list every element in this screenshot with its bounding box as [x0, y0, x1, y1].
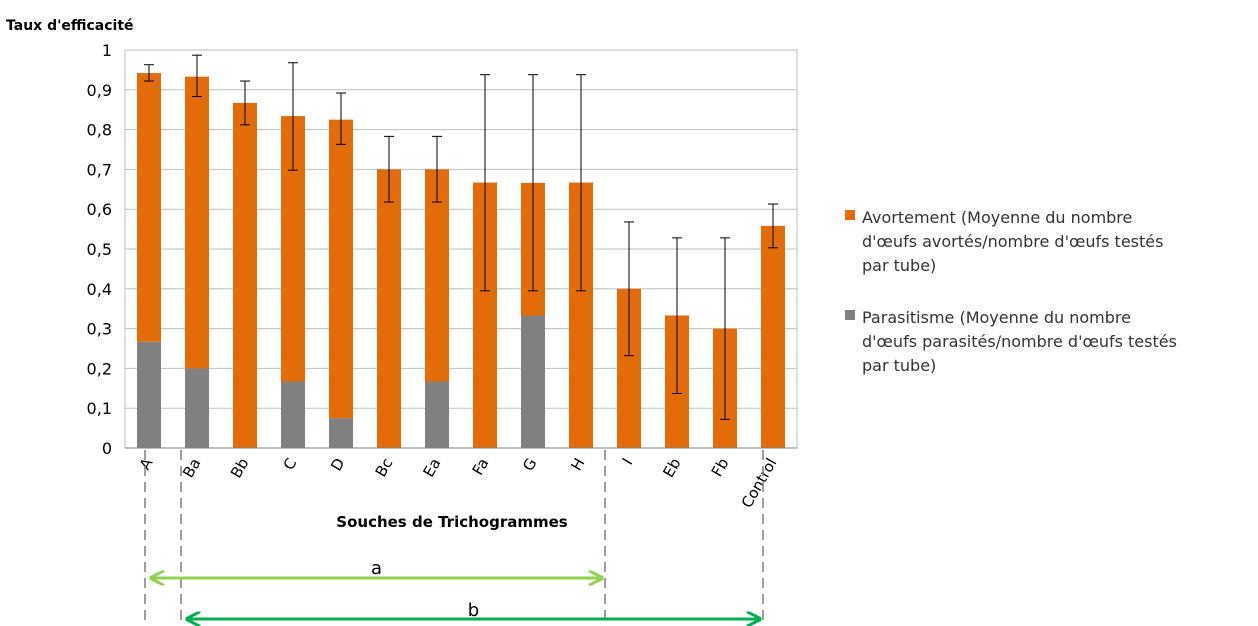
y-tick-label: 0,8 — [87, 121, 112, 140]
bar-avortement — [329, 119, 353, 419]
x-axis-title: Souches de Trichogrammes — [336, 513, 568, 531]
x-tick-label: Ea — [420, 455, 445, 480]
gridlines — [125, 49, 797, 409]
legend-swatch — [845, 310, 855, 320]
x-tick-label: Fa — [469, 455, 493, 478]
bar-avortement — [425, 169, 449, 382]
y-tick-label: 0,9 — [87, 81, 112, 100]
x-tick-label: Bc — [372, 455, 397, 480]
legend: Avortement (Moyenne du nombre d'œufs avor… — [845, 208, 1177, 375]
group-separators — [144, 450, 764, 620]
y-tick-label: 0,7 — [87, 160, 112, 179]
x-tick-label: Eb — [659, 455, 684, 480]
bar-avortement — [185, 76, 209, 369]
x-tick-label: H — [567, 455, 588, 474]
legend-label: Parasitisme (Moyenne du nombre d'œufs par… — [862, 308, 1177, 375]
error-bars — [144, 54, 778, 420]
x-tick-label: Bb — [227, 455, 252, 481]
bar-avortement — [761, 225, 785, 448]
x-tick-label: Ba — [179, 455, 204, 481]
y-tick-label: 0,1 — [87, 399, 112, 418]
bars — [137, 73, 785, 449]
bar-parasitisme — [281, 381, 305, 448]
y-tick-labels: 0 0,1 0,2 0,3 0,4 0,5 0,6 0,7 0,8 0,9 1 — [87, 41, 112, 458]
group-b-label: b — [468, 600, 479, 621]
x-tick-label: D — [327, 455, 348, 474]
x-tick-label: C — [280, 455, 301, 473]
x-tick-label: Control — [738, 455, 781, 511]
y-tick-label: 0,3 — [87, 320, 112, 339]
bar-avortement — [233, 102, 257, 449]
legend-label: Avortement (Moyenne du nombre d'œufs avor… — [862, 208, 1163, 275]
y-axis-title: Taux d'efficacité — [6, 18, 134, 34]
x-tick-labels: A Ba Bb C D Bc Ea Fa G H I Eb Fb Control — [136, 454, 781, 511]
y-tick-label: 0,6 — [87, 200, 112, 219]
bar-avortement — [137, 73, 161, 342]
bar-parasitisme — [425, 381, 449, 448]
bar-parasitisme — [521, 315, 545, 448]
y-tick-label: 0,4 — [87, 280, 112, 299]
group-arrows: ab — [151, 558, 760, 621]
x-tick-label: Fb — [708, 455, 733, 480]
bar-parasitisme — [185, 368, 209, 448]
bar-parasitisme — [329, 418, 353, 448]
x-tick-label: G — [519, 455, 540, 474]
y-tick-label: 0,5 — [87, 240, 112, 259]
x-tick-label: A — [136, 454, 157, 473]
x-tick-label: I — [619, 455, 637, 468]
bar-avortement — [377, 169, 401, 448]
bar-parasitisme — [137, 341, 161, 448]
group-a-label: a — [371, 558, 382, 579]
legend-swatch — [845, 210, 855, 220]
y-tick-label: 0,2 — [87, 359, 112, 378]
y-tick-label: 0 — [102, 439, 112, 458]
y-tick-label: 1 — [102, 41, 112, 60]
